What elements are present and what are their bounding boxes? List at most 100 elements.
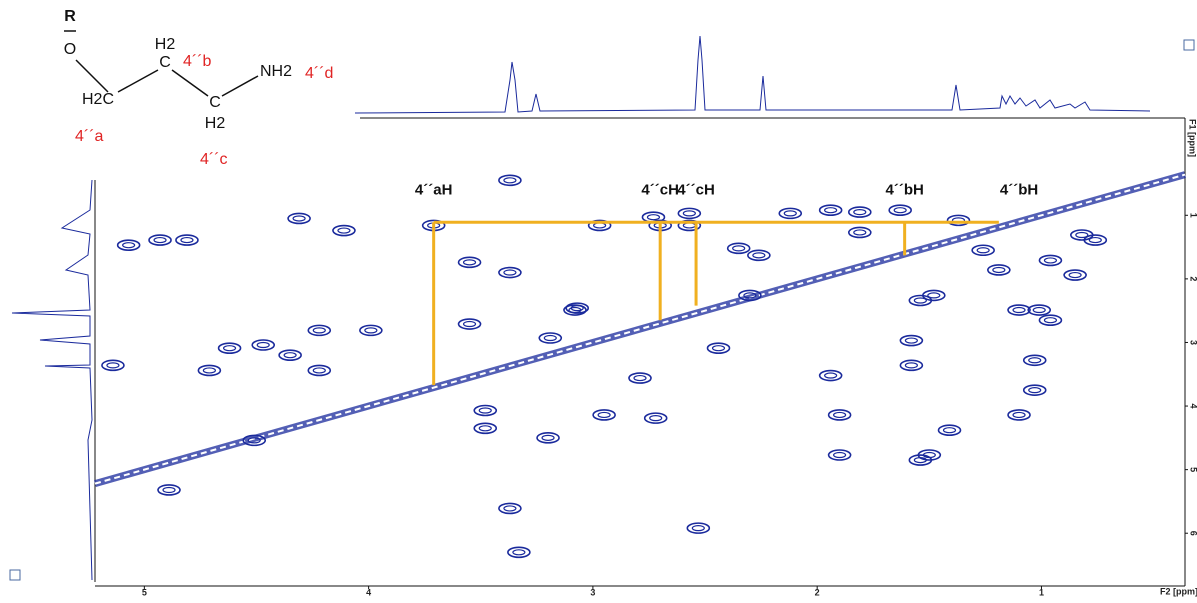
y-tick-label: 1 [1189, 213, 1197, 218]
cross-peak [473, 404, 498, 417]
cross-peak [217, 342, 242, 354]
cross-peak [1027, 304, 1052, 316]
marker-box [1183, 39, 1195, 51]
x-axis-label: F2 [ppm] [1160, 586, 1197, 596]
bond [171, 69, 209, 97]
marker-box [9, 569, 21, 581]
cross-peak-core [256, 341, 270, 349]
cross-peak-core [992, 266, 1006, 274]
cross-peak-core [312, 367, 326, 374]
bond [75, 59, 109, 93]
cross-peak [899, 359, 924, 372]
atom: NH2 [260, 63, 292, 80]
label: 4´´c [200, 151, 228, 168]
x-tick-label: 1 [1039, 587, 1044, 597]
cross-peak-core [1012, 411, 1026, 419]
cross-peak-core [649, 415, 663, 422]
cross-peak-core [752, 252, 766, 259]
label: 4´´b [183, 53, 212, 70]
cross-peak [847, 226, 872, 239]
cross-peak-core [222, 345, 237, 352]
cross-peak-core [478, 407, 492, 414]
cross-peak-core [462, 320, 477, 328]
cross-peak-core [927, 292, 941, 299]
cross-peak [899, 334, 924, 347]
cross-peak-core [904, 337, 918, 344]
cross-peak [565, 302, 590, 314]
label: 4´´d [305, 65, 333, 82]
cross-peak-core [743, 292, 757, 299]
cross-peak-core [597, 411, 611, 419]
cross-peak-core [783, 210, 797, 217]
cross-peak [1022, 354, 1047, 367]
cross-peak [332, 224, 356, 237]
annotation-label: 4´´aH [415, 181, 453, 198]
cross-peak [1007, 409, 1031, 421]
cross-peak-core [976, 247, 990, 254]
cross-peak [359, 324, 383, 337]
cross-peak-core [824, 372, 838, 379]
y-axis-label: F1 [ppm] [1188, 119, 1197, 157]
cross-peak [706, 342, 731, 354]
cross-peak-core [633, 374, 647, 382]
cross-peak [307, 364, 332, 377]
cross-peak [937, 424, 962, 437]
cross-peak-core [1032, 306, 1046, 314]
cross-peak [677, 219, 702, 232]
cross-peak [1007, 304, 1031, 316]
y-tick-label: 6 [1189, 531, 1197, 536]
atom: O [64, 41, 76, 58]
annotation-label: 4´´bH [1000, 181, 1038, 198]
cross-peak [643, 412, 668, 424]
atom: H2C [82, 91, 114, 108]
cross-peak [686, 522, 711, 534]
cross-peak [1083, 234, 1108, 246]
cross-peak [175, 234, 199, 246]
cross-peak [498, 266, 522, 279]
cross-peak [827, 409, 852, 421]
cross-peak [498, 502, 522, 515]
cross-peak [917, 449, 942, 461]
substituent: R [64, 8, 76, 25]
cross-peak [827, 449, 852, 461]
bond [221, 75, 259, 97]
diagonal [94, 173, 1186, 485]
cross-peak [538, 332, 563, 344]
cross-peak-core [833, 451, 847, 459]
annotation-label: 4´´bH [885, 181, 923, 198]
cross-peak [148, 234, 172, 246]
cross-peak [1063, 269, 1087, 281]
cross-peak [971, 244, 995, 257]
left-projection [11, 179, 93, 581]
y-tick-label: 3 [1189, 340, 1197, 345]
cross-peak [587, 219, 612, 232]
cross-peak [778, 207, 803, 220]
cross-peak [847, 206, 872, 218]
cross-peak-core [503, 269, 517, 276]
cross-peak-core [478, 425, 492, 432]
cross-peak-core [1068, 271, 1082, 279]
cross-peak-core [922, 451, 936, 459]
cross-peak [473, 422, 498, 435]
cross-peak-core [312, 327, 326, 334]
cross-peak [563, 304, 587, 316]
cross-peak [747, 249, 771, 262]
x-tick-label: 2 [815, 587, 820, 597]
cross-peak-core [1075, 231, 1089, 239]
cross-peak-core [1028, 387, 1042, 394]
bond [117, 69, 159, 93]
cross-peak-core [732, 245, 746, 252]
cross-peak [888, 204, 912, 217]
y-tick-label: 5 [1189, 467, 1197, 472]
cross-peak-core [1088, 236, 1102, 244]
cross-peak-core [691, 525, 705, 532]
cross-peak [1038, 314, 1063, 327]
cross-peak-core [853, 229, 867, 236]
cross-peak-core [106, 362, 120, 369]
cross-peak-core [853, 209, 867, 216]
cross-peak-core [833, 411, 847, 419]
y-tick-label: 4 [1189, 404, 1197, 409]
cross-peak [457, 256, 482, 269]
annotation-label: 4´´cH [641, 181, 679, 198]
